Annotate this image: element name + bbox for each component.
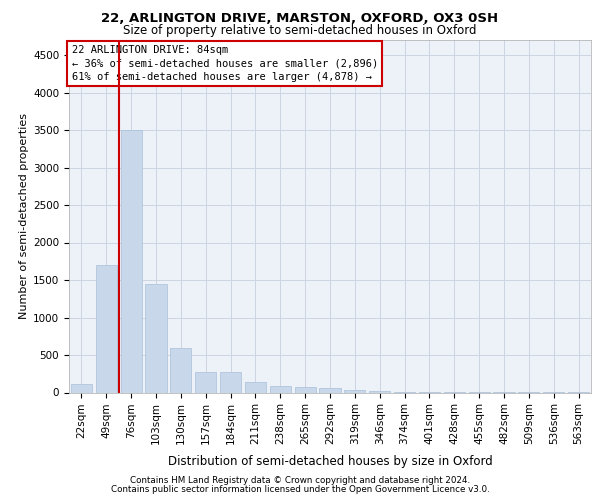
Text: Contains public sector information licensed under the Open Government Licence v3: Contains public sector information licen… (110, 485, 490, 494)
Bar (295, 387, 316, 392)
X-axis label: Distribution of semi-detached houses by size in Oxford: Distribution of semi-detached houses by … (167, 456, 493, 468)
Bar (121, 130, 142, 392)
Bar (96, 265, 117, 392)
Text: Contains HM Land Registry data © Crown copyright and database right 2024.: Contains HM Land Registry data © Crown c… (130, 476, 470, 485)
Bar (170, 348, 191, 393)
Bar (71, 384, 92, 392)
Bar (369, 391, 390, 392)
Text: Size of property relative to semi-detached houses in Oxford: Size of property relative to semi-detach… (123, 24, 477, 37)
Bar (220, 372, 241, 392)
Text: 22, ARLINGTON DRIVE, MARSTON, OXFORD, OX3 0SH: 22, ARLINGTON DRIVE, MARSTON, OXFORD, OX… (101, 12, 499, 26)
Bar (319, 388, 341, 392)
Bar (195, 372, 216, 392)
Bar (245, 382, 266, 392)
Bar (344, 390, 365, 392)
Bar (145, 284, 167, 393)
Y-axis label: Number of semi-detached properties: Number of semi-detached properties (19, 114, 29, 320)
Bar (270, 386, 291, 392)
Text: 22 ARLINGTON DRIVE: 84sqm
← 36% of semi-detached houses are smaller (2,896)
61% : 22 ARLINGTON DRIVE: 84sqm ← 36% of semi-… (71, 46, 378, 82)
